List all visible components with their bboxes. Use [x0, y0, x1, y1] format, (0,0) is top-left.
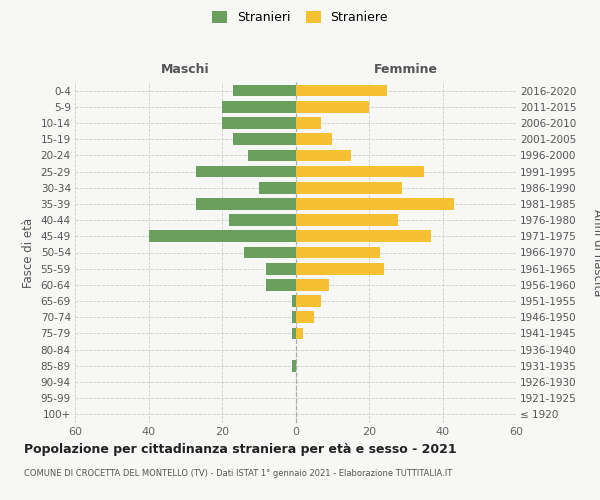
Bar: [296, 182, 402, 194]
Bar: [296, 85, 388, 96]
Bar: [149, 230, 296, 242]
Bar: [296, 263, 384, 274]
Bar: [296, 328, 303, 340]
Bar: [296, 214, 398, 226]
Legend: Stranieri, Straniere: Stranieri, Straniere: [207, 6, 393, 29]
Bar: [296, 150, 350, 161]
Bar: [296, 295, 321, 307]
Bar: [222, 117, 296, 129]
Bar: [296, 230, 431, 242]
Bar: [296, 246, 380, 258]
Bar: [233, 85, 296, 96]
Text: Maschi: Maschi: [161, 64, 209, 76]
Bar: [296, 279, 329, 290]
Text: Femmine: Femmine: [374, 64, 438, 76]
Bar: [248, 150, 296, 161]
Bar: [233, 134, 296, 145]
Bar: [296, 198, 454, 210]
Bar: [196, 166, 296, 177]
Bar: [292, 295, 296, 307]
Bar: [244, 246, 296, 258]
Text: COMUNE DI CROCETTA DEL MONTELLO (TV) - Dati ISTAT 1° gennaio 2021 - Elaborazione: COMUNE DI CROCETTA DEL MONTELLO (TV) - D…: [24, 469, 452, 478]
Text: Popolazione per cittadinanza straniera per età e sesso - 2021: Popolazione per cittadinanza straniera p…: [24, 442, 457, 456]
Bar: [296, 101, 369, 112]
Bar: [296, 134, 332, 145]
Bar: [259, 182, 296, 194]
Y-axis label: Fasce di età: Fasce di età: [22, 218, 35, 288]
Bar: [292, 328, 296, 340]
Y-axis label: Anni di nascita: Anni di nascita: [591, 209, 600, 296]
Bar: [292, 312, 296, 323]
Bar: [296, 117, 321, 129]
Bar: [292, 360, 296, 372]
Bar: [196, 198, 296, 210]
Bar: [229, 214, 296, 226]
Bar: [266, 263, 296, 274]
Bar: [296, 312, 314, 323]
Bar: [296, 166, 424, 177]
Bar: [222, 101, 296, 112]
Bar: [266, 279, 296, 290]
